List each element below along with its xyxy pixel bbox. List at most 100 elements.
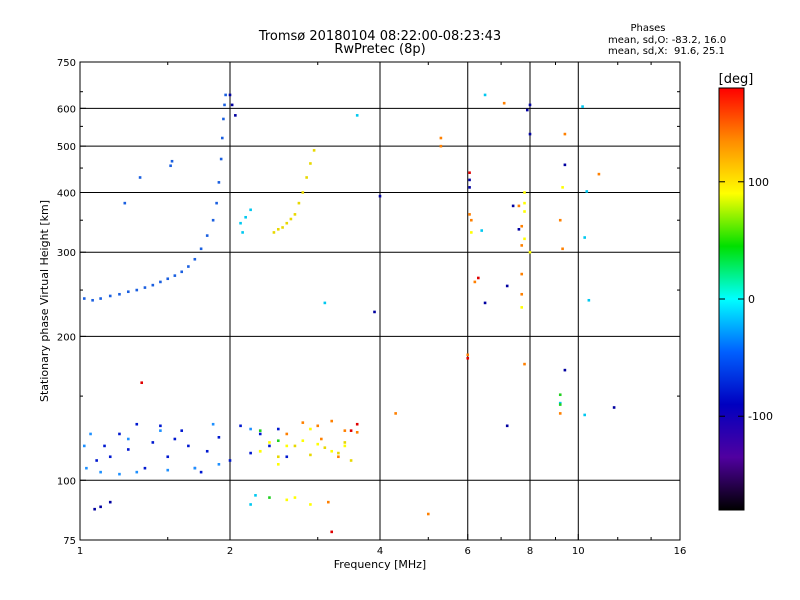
data-point [561, 186, 564, 189]
y-tick-label: 600 [57, 104, 76, 115]
data-point [143, 466, 147, 470]
data-point [523, 210, 526, 213]
data-point [249, 208, 252, 212]
data-point [223, 103, 226, 107]
colorbar-label: [deg] [719, 72, 754, 87]
data-point [343, 444, 347, 448]
data-point [483, 301, 487, 305]
y-tick-label: 100 [57, 476, 76, 487]
data-point [205, 449, 209, 453]
data-point [320, 437, 323, 441]
data-point [520, 244, 524, 247]
data-point [217, 181, 221, 184]
data-point [159, 280, 162, 284]
data-point [505, 284, 509, 288]
data-point [323, 446, 327, 449]
data-point [151, 441, 155, 444]
data-point [466, 353, 470, 357]
data-point [244, 215, 247, 219]
data-point [585, 190, 589, 193]
data-point [483, 93, 487, 97]
data-point [258, 449, 262, 453]
data-point [254, 494, 257, 497]
data-point [502, 101, 506, 105]
data-point [581, 105, 584, 108]
data-point [309, 453, 312, 457]
phases-mean-o: mean, sd,O: -83.2, 16.0 [608, 35, 726, 46]
data-point [249, 503, 252, 506]
data-point [312, 149, 316, 152]
chart-title: Tromsø 20180104 08:22:00-08:23:43 [258, 29, 501, 44]
data-point [180, 270, 184, 274]
data-point [170, 159, 174, 163]
data-point [523, 362, 526, 366]
x-tick-label: 16 [674, 546, 687, 557]
data-point [89, 432, 92, 436]
data-point [349, 459, 353, 462]
data-point [563, 132, 567, 136]
data-point [373, 310, 376, 314]
data-point [355, 422, 359, 426]
data-point [123, 201, 127, 205]
data-point [523, 237, 526, 241]
data-point [285, 455, 289, 459]
data-point [343, 441, 347, 444]
y-axis: 75 100 200 300 400 500 600 750 [57, 58, 680, 547]
data-point [520, 306, 524, 309]
data-point [466, 356, 470, 360]
data-point [211, 218, 215, 222]
data-point [138, 176, 142, 179]
data-point [276, 228, 280, 231]
data-point [597, 172, 601, 176]
data-point [118, 472, 121, 476]
data-point [239, 424, 242, 428]
data-point [558, 403, 562, 406]
data-point [268, 496, 271, 499]
data-point [285, 444, 289, 448]
data-point [222, 117, 225, 121]
data-point [439, 144, 443, 148]
data-point [293, 496, 297, 499]
data-point [520, 292, 524, 296]
data-point [276, 455, 280, 459]
data-point [523, 191, 526, 194]
colorbar-ticks: 100 0 -100 [719, 176, 773, 423]
y-tick-label: 200 [57, 332, 76, 343]
data-point [355, 114, 359, 117]
data-points [82, 93, 616, 534]
data-point [95, 459, 98, 462]
data-point [301, 191, 305, 194]
data-point [99, 470, 102, 474]
data-point [82, 297, 86, 300]
data-point [99, 505, 102, 509]
data-point [99, 297, 102, 300]
data-point [439, 136, 443, 140]
data-point [193, 257, 197, 261]
data-point [349, 429, 353, 432]
y-axis-label: Stationary phase Virtual Height [km] [38, 200, 51, 402]
data-point [468, 178, 471, 182]
y-tick-label: 400 [57, 188, 76, 199]
phases-heading: Phases [630, 23, 665, 34]
data-point [468, 186, 471, 189]
data-point [118, 432, 121, 436]
data-point [140, 381, 144, 385]
y-tick-label: 750 [57, 58, 76, 69]
data-point [82, 444, 86, 448]
data-point [330, 530, 334, 534]
data-point [276, 463, 280, 466]
data-point [426, 512, 430, 516]
data-point [217, 463, 221, 466]
data-point [558, 401, 562, 405]
data-point [217, 436, 221, 439]
data-point [224, 93, 227, 97]
data-point [187, 444, 190, 448]
data-point [272, 231, 276, 234]
colorbar-tick-label: 0 [748, 293, 755, 306]
data-point [323, 301, 327, 305]
data-point [301, 439, 305, 443]
data-point [199, 470, 203, 474]
x-tick-label: 4 [377, 546, 383, 557]
data-point [468, 213, 471, 216]
colorbar-tick-label: 100 [748, 176, 769, 189]
